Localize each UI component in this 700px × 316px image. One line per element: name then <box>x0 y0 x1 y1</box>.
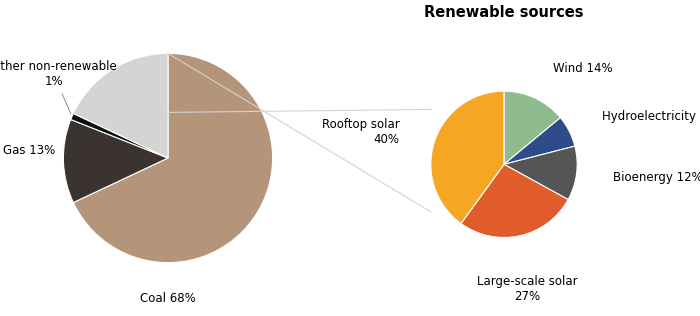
Text: Gas 13%: Gas 13% <box>3 144 55 157</box>
Text: Bioenergy 12%: Bioenergy 12% <box>613 171 700 184</box>
Wedge shape <box>504 118 575 164</box>
Wedge shape <box>74 53 168 158</box>
Text: Wind 14%: Wind 14% <box>553 62 612 75</box>
Text: Large-scale solar
27%: Large-scale solar 27% <box>477 275 578 303</box>
Wedge shape <box>64 119 168 203</box>
Title: Renewable sources: Renewable sources <box>424 5 584 20</box>
Wedge shape <box>71 113 168 158</box>
Text: Other non-renewable
1%: Other non-renewable 1% <box>0 60 116 114</box>
Wedge shape <box>74 53 272 263</box>
Text: Coal 68%: Coal 68% <box>140 292 196 305</box>
Wedge shape <box>504 146 578 200</box>
Text: Rooftop solar
40%: Rooftop solar 40% <box>322 118 400 146</box>
Wedge shape <box>430 91 504 223</box>
Wedge shape <box>461 164 568 238</box>
Wedge shape <box>504 91 561 164</box>
Text: Hydroelectricity 7%: Hydroelectricity 7% <box>602 110 700 123</box>
